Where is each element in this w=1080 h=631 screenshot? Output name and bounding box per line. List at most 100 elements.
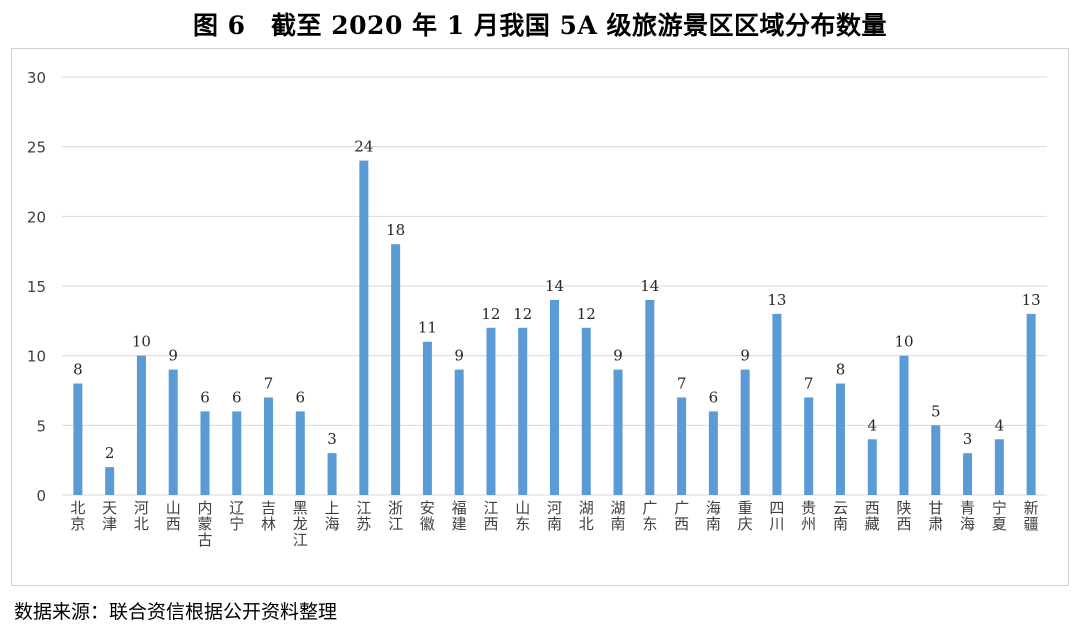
x-tick-label: 天津 xyxy=(102,499,117,533)
bar xyxy=(804,397,814,495)
data-label: 14 xyxy=(640,277,659,295)
data-label: 9 xyxy=(740,347,750,365)
data-label: 8 xyxy=(73,361,83,379)
x-tick-label: 山东 xyxy=(515,499,530,533)
data-label: 18 xyxy=(386,221,405,239)
y-tick-label: 15 xyxy=(27,278,46,296)
bar xyxy=(550,299,559,495)
data-label: 6 xyxy=(232,388,242,406)
x-tick-label: 河南 xyxy=(547,499,562,533)
bar xyxy=(518,327,528,495)
x-tick-label: 黑龙江 xyxy=(293,499,308,549)
x-tick-label: 湖北 xyxy=(579,499,594,533)
x-tick-label: 福建 xyxy=(452,499,467,533)
data-label: 7 xyxy=(677,374,687,392)
data-label: 24 xyxy=(354,138,373,156)
x-tick-label: 江苏 xyxy=(356,499,371,533)
bar xyxy=(73,383,83,495)
y-tick-label: 5 xyxy=(36,417,46,435)
x-tick-label: 陕西 xyxy=(897,499,912,533)
x-tick-label: 云南 xyxy=(833,499,848,533)
data-label: 10 xyxy=(894,333,913,351)
data-label: 9 xyxy=(454,347,464,365)
bar xyxy=(454,369,464,495)
bar xyxy=(581,327,591,495)
bar xyxy=(708,411,718,495)
data-label: 9 xyxy=(168,347,178,365)
x-tick-label: 江西 xyxy=(483,499,498,533)
bar xyxy=(963,453,973,495)
x-tick-label: 新疆 xyxy=(1024,499,1039,533)
bar xyxy=(105,467,115,495)
x-tick-label: 山西 xyxy=(166,499,181,533)
data-label: 6 xyxy=(709,388,719,406)
x-tick-label: 湖南 xyxy=(611,499,626,533)
data-label: 13 xyxy=(1022,291,1041,309)
x-tick-label: 宁夏 xyxy=(992,499,1007,533)
y-tick-label: 25 xyxy=(27,139,46,157)
x-tick-label: 浙江 xyxy=(388,499,403,533)
bar xyxy=(232,411,242,495)
data-label: 6 xyxy=(296,388,306,406)
data-label: 8 xyxy=(836,361,846,379)
data-label: 10 xyxy=(132,333,151,351)
x-tick-label: 重庆 xyxy=(738,499,753,533)
x-tick-label: 吉林 xyxy=(261,499,276,533)
x-tick-label: 西藏 xyxy=(865,499,880,533)
data-source-note: 数据来源：联合资信根据公开资料整理 xyxy=(14,601,338,623)
bar xyxy=(359,160,369,495)
data-label: 11 xyxy=(418,319,437,337)
x-tick-label: 北京 xyxy=(70,499,85,533)
x-tick-label: 四川 xyxy=(769,499,784,533)
data-label: 3 xyxy=(327,430,337,448)
bar xyxy=(391,244,401,495)
data-label: 7 xyxy=(264,374,274,392)
bar xyxy=(422,341,432,495)
data-label: 12 xyxy=(513,305,532,323)
x-tick-label: 贵州 xyxy=(801,499,816,533)
y-tick-label: 20 xyxy=(27,208,46,226)
bar xyxy=(295,411,305,495)
chart-frame xyxy=(11,48,1069,586)
bar xyxy=(327,453,337,495)
x-tick-label: 海南 xyxy=(706,499,721,533)
data-label: 5 xyxy=(931,402,941,420)
bar xyxy=(1026,313,1036,495)
bar xyxy=(486,327,496,495)
bar xyxy=(931,425,941,495)
data-label: 4 xyxy=(995,416,1005,434)
data-label: 7 xyxy=(804,374,814,392)
y-tick-label: 30 xyxy=(27,69,46,87)
bar xyxy=(994,439,1004,495)
x-tick-label: 辽宁 xyxy=(229,499,244,533)
bar xyxy=(835,383,845,495)
data-label: 2 xyxy=(105,444,115,462)
x-tick-label: 河北 xyxy=(134,499,149,533)
data-label: 4 xyxy=(867,416,877,434)
bar xyxy=(677,397,687,495)
bar xyxy=(645,299,655,495)
x-tick-label: 甘肃 xyxy=(928,499,943,533)
x-tick-label: 广西 xyxy=(674,499,689,533)
x-tick-label: 上海 xyxy=(325,499,340,533)
y-tick-label: 10 xyxy=(27,348,46,366)
data-label: 6 xyxy=(200,388,210,406)
data-label: 12 xyxy=(481,305,500,323)
data-label: 13 xyxy=(767,291,786,309)
x-tick-label: 青海 xyxy=(960,499,975,533)
data-label: 12 xyxy=(577,305,596,323)
data-label: 9 xyxy=(613,347,623,365)
bar xyxy=(168,369,178,495)
data-label: 3 xyxy=(963,430,973,448)
bar xyxy=(867,439,877,495)
bar xyxy=(899,355,909,495)
bar xyxy=(264,397,274,495)
y-tick-label: 0 xyxy=(36,487,46,505)
bar xyxy=(740,369,750,495)
x-tick-label: 安徽 xyxy=(420,499,435,533)
bar xyxy=(200,411,210,495)
bar xyxy=(772,313,782,495)
data-label: 14 xyxy=(545,277,564,295)
chart-title: 图 6 截至 2020 年 1 月我国 5A 级旅游景区区域分布数量 xyxy=(192,11,888,40)
